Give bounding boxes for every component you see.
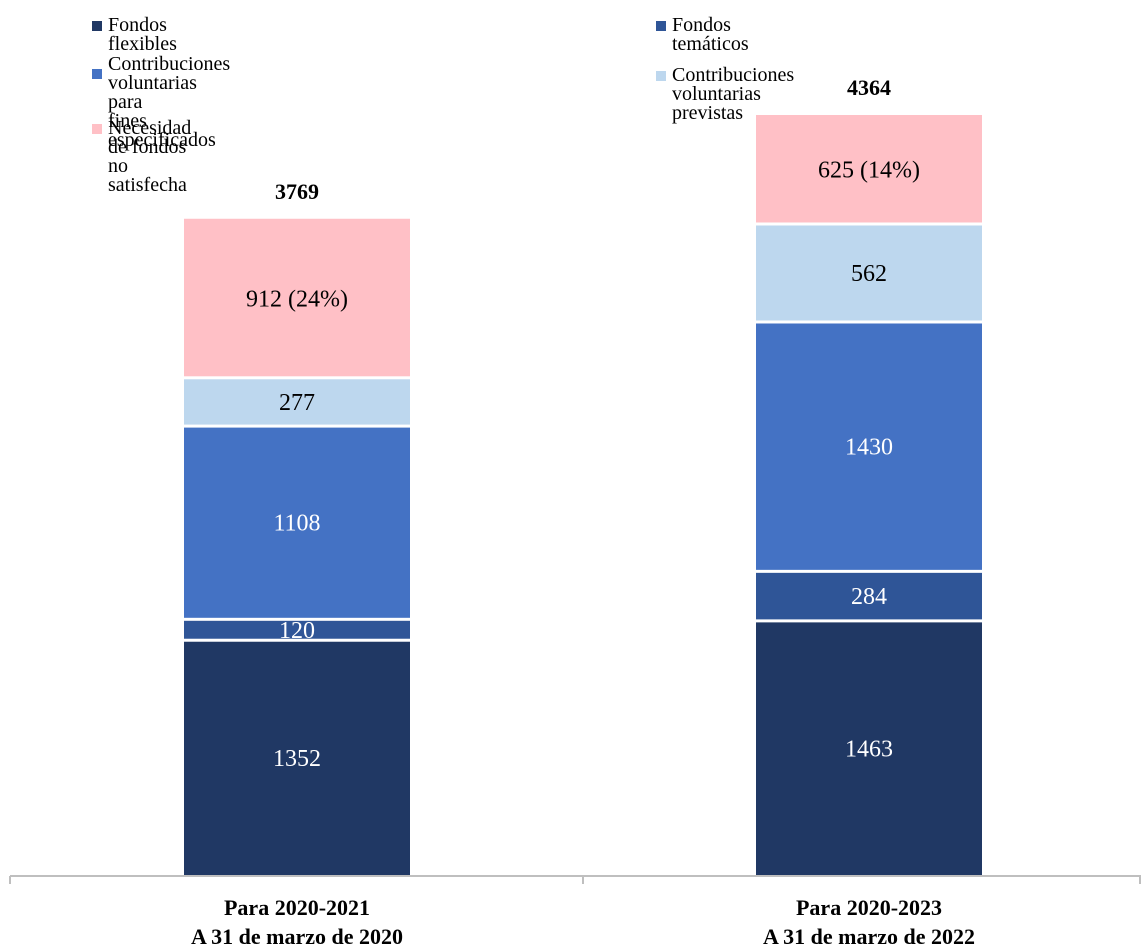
bar-segment-0-3	[184, 379, 410, 425]
bar-segment-0-0	[184, 641, 410, 876]
data-label: 1108	[273, 511, 320, 537]
bar-segment-1-2	[756, 323, 982, 570]
data-label: 284	[851, 584, 887, 610]
legend-label: Fondos flexibles	[108, 14, 177, 55]
total-label: 3769	[275, 179, 319, 204]
category-label: Para 2020-2021	[224, 895, 370, 920]
legend-swatch	[656, 71, 666, 81]
category-sublabel: A 31 de marzo de 2022	[763, 924, 975, 948]
bar-segment-1-3	[756, 225, 982, 321]
data-label: 120	[279, 618, 315, 644]
data-label: 1352	[273, 746, 321, 772]
data-label: 912 (24%)	[246, 286, 348, 312]
legend-item-contribuciones-especificadas: Contribuciones voluntarias para fines es…	[92, 53, 231, 151]
legend-item-fondos-tematicos: Fondos temáticos	[656, 14, 749, 55]
bar-segment-1-0	[756, 622, 982, 876]
data-label: 1463	[845, 736, 893, 762]
bar-segment-0-1	[184, 620, 410, 639]
data-label: 625 (14%)	[818, 157, 920, 183]
data-label: 1430	[845, 435, 893, 461]
data-label: 277	[279, 390, 315, 416]
bar-segment-0-2	[184, 427, 410, 618]
legend-label: Fondos temáticos	[672, 14, 749, 55]
bar-segment-1-1	[756, 572, 982, 620]
legend-swatch	[656, 21, 666, 31]
category-label: Para 2020-2023	[796, 895, 942, 920]
legend-item-fondos-flexibles: Fondos flexibles	[92, 14, 177, 55]
legend-label: Contribuciones voluntarias para fines es…	[108, 53, 231, 151]
data-label: 562	[851, 261, 887, 287]
bar-segment-0-4	[184, 218, 410, 377]
legend-swatch	[92, 69, 102, 79]
total-label: 4364	[847, 75, 891, 100]
bar-segment-1-4	[756, 115, 982, 223]
legend-swatch	[92, 21, 102, 31]
legend-label: Contribuciones voluntarias previstas	[672, 64, 795, 124]
legend-item-contribuciones-previstas: Contribuciones voluntarias previstas	[656, 64, 795, 124]
legend-swatch	[92, 124, 102, 134]
legend-item-necesidad-no-satisfecha: Necesidad de fondos no satisfecha	[92, 117, 192, 196]
legend-label: Necesidad de fondos no satisfecha	[108, 117, 192, 196]
category-sublabel: A 31 de marzo de 2020	[191, 924, 403, 948]
